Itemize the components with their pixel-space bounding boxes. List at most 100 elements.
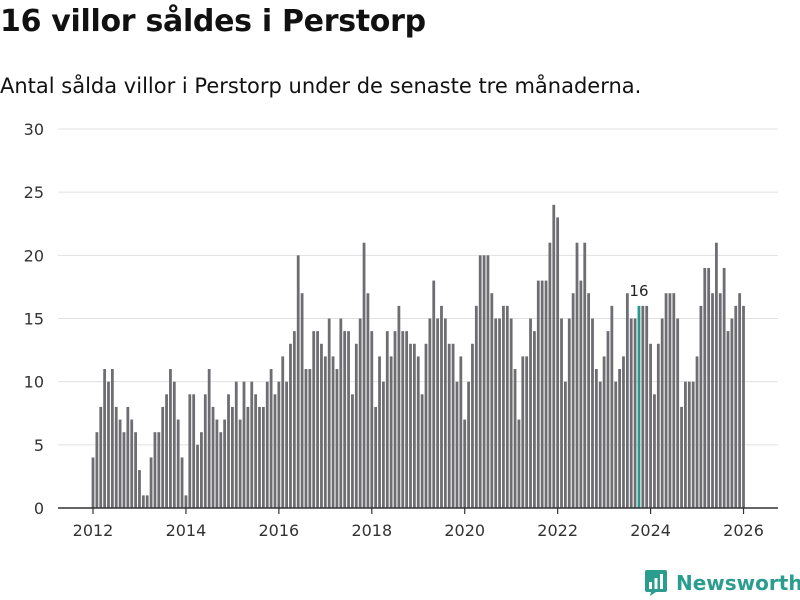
- bar: [463, 419, 467, 508]
- bar: [211, 406, 215, 508]
- bar: [339, 318, 343, 508]
- bar: [699, 305, 703, 508]
- bar: [161, 406, 165, 508]
- bar: [420, 394, 424, 508]
- bar: [393, 331, 397, 508]
- highlight-value-label: 16: [629, 282, 648, 300]
- bar: [579, 280, 583, 508]
- bar: [575, 242, 579, 508]
- bar-highlight: [637, 305, 641, 508]
- bar: [459, 356, 463, 508]
- bar: [440, 305, 443, 508]
- bar: [231, 406, 234, 508]
- bar: [207, 369, 211, 508]
- y-tick-label: 0: [34, 499, 44, 518]
- bar: [200, 432, 203, 508]
- bar: [525, 356, 529, 508]
- bar: [482, 255, 486, 508]
- bar: [242, 381, 246, 508]
- bar: [505, 305, 509, 508]
- bar: [258, 406, 261, 508]
- bar: [571, 293, 575, 508]
- x-tick-label: 2016: [259, 521, 300, 540]
- x-axis-labels: 2012 2014 2016 2018 2020 2022 2024 2026: [73, 521, 764, 540]
- bar: [684, 381, 687, 508]
- bar: [587, 293, 591, 508]
- bar: [358, 318, 362, 508]
- bar: [343, 331, 347, 508]
- bar: [656, 343, 660, 508]
- bar: [126, 406, 130, 508]
- bar: [583, 242, 587, 508]
- bar: [397, 305, 401, 508]
- bar: [625, 293, 629, 508]
- bar: [676, 318, 680, 508]
- bar: [567, 318, 571, 508]
- bar: [556, 217, 560, 508]
- bar: [668, 293, 672, 508]
- bar: [594, 369, 598, 508]
- bar: [409, 343, 412, 508]
- bar: [447, 343, 451, 508]
- newsworthy-logo[interactable]: Newsworthy: [644, 569, 800, 597]
- bar: [618, 369, 621, 508]
- bar: [494, 318, 498, 508]
- bar: [165, 394, 168, 508]
- bar: [316, 331, 319, 508]
- y-tick-label: 15: [24, 310, 44, 329]
- bar: [718, 293, 722, 508]
- bar: [513, 369, 517, 508]
- bar: [378, 356, 381, 508]
- y-tick-label: 5: [34, 436, 44, 455]
- x-axis: [58, 507, 778, 514]
- bar: [614, 381, 618, 508]
- bar: [184, 495, 188, 508]
- brand-name: Newsworthy: [676, 571, 800, 595]
- bar: [730, 318, 734, 508]
- bar: [540, 280, 544, 508]
- bar: [649, 343, 652, 508]
- bar: [203, 394, 207, 508]
- bar: [351, 394, 354, 508]
- bar: [130, 419, 134, 508]
- bar: [734, 305, 738, 508]
- bar: [91, 457, 95, 508]
- bar: [196, 444, 199, 508]
- bar: [432, 280, 436, 508]
- annotations: 16: [629, 282, 648, 300]
- bar: [645, 305, 649, 508]
- bar: [544, 280, 548, 508]
- bar: [622, 356, 625, 508]
- y-tick-label: 10: [24, 373, 44, 392]
- bar: [300, 293, 304, 508]
- bar: [641, 305, 645, 508]
- bar: [687, 381, 691, 508]
- y-tick-label: 25: [24, 183, 44, 202]
- bar: [323, 356, 327, 508]
- bar: [405, 331, 409, 508]
- bar: [471, 343, 474, 508]
- bar: [110, 369, 114, 508]
- bar: [517, 419, 521, 508]
- bar: [331, 356, 335, 508]
- bar: [374, 406, 378, 508]
- x-tick-label: 2022: [537, 521, 578, 540]
- bar: [695, 356, 699, 508]
- bars: [91, 204, 745, 509]
- bar: [215, 419, 219, 508]
- bar: [227, 394, 230, 508]
- bar: [653, 394, 656, 508]
- bar: [296, 255, 300, 508]
- bar: [99, 406, 103, 508]
- bar: [711, 293, 714, 508]
- bar: [742, 305, 745, 508]
- bar: [486, 255, 490, 508]
- bar: [172, 381, 176, 508]
- bar: [416, 356, 420, 508]
- bar: [95, 432, 99, 508]
- bar: [180, 457, 184, 508]
- x-tick-label: 2012: [73, 521, 114, 540]
- bar: [598, 381, 602, 508]
- bar: [335, 369, 339, 508]
- bar: [188, 394, 192, 508]
